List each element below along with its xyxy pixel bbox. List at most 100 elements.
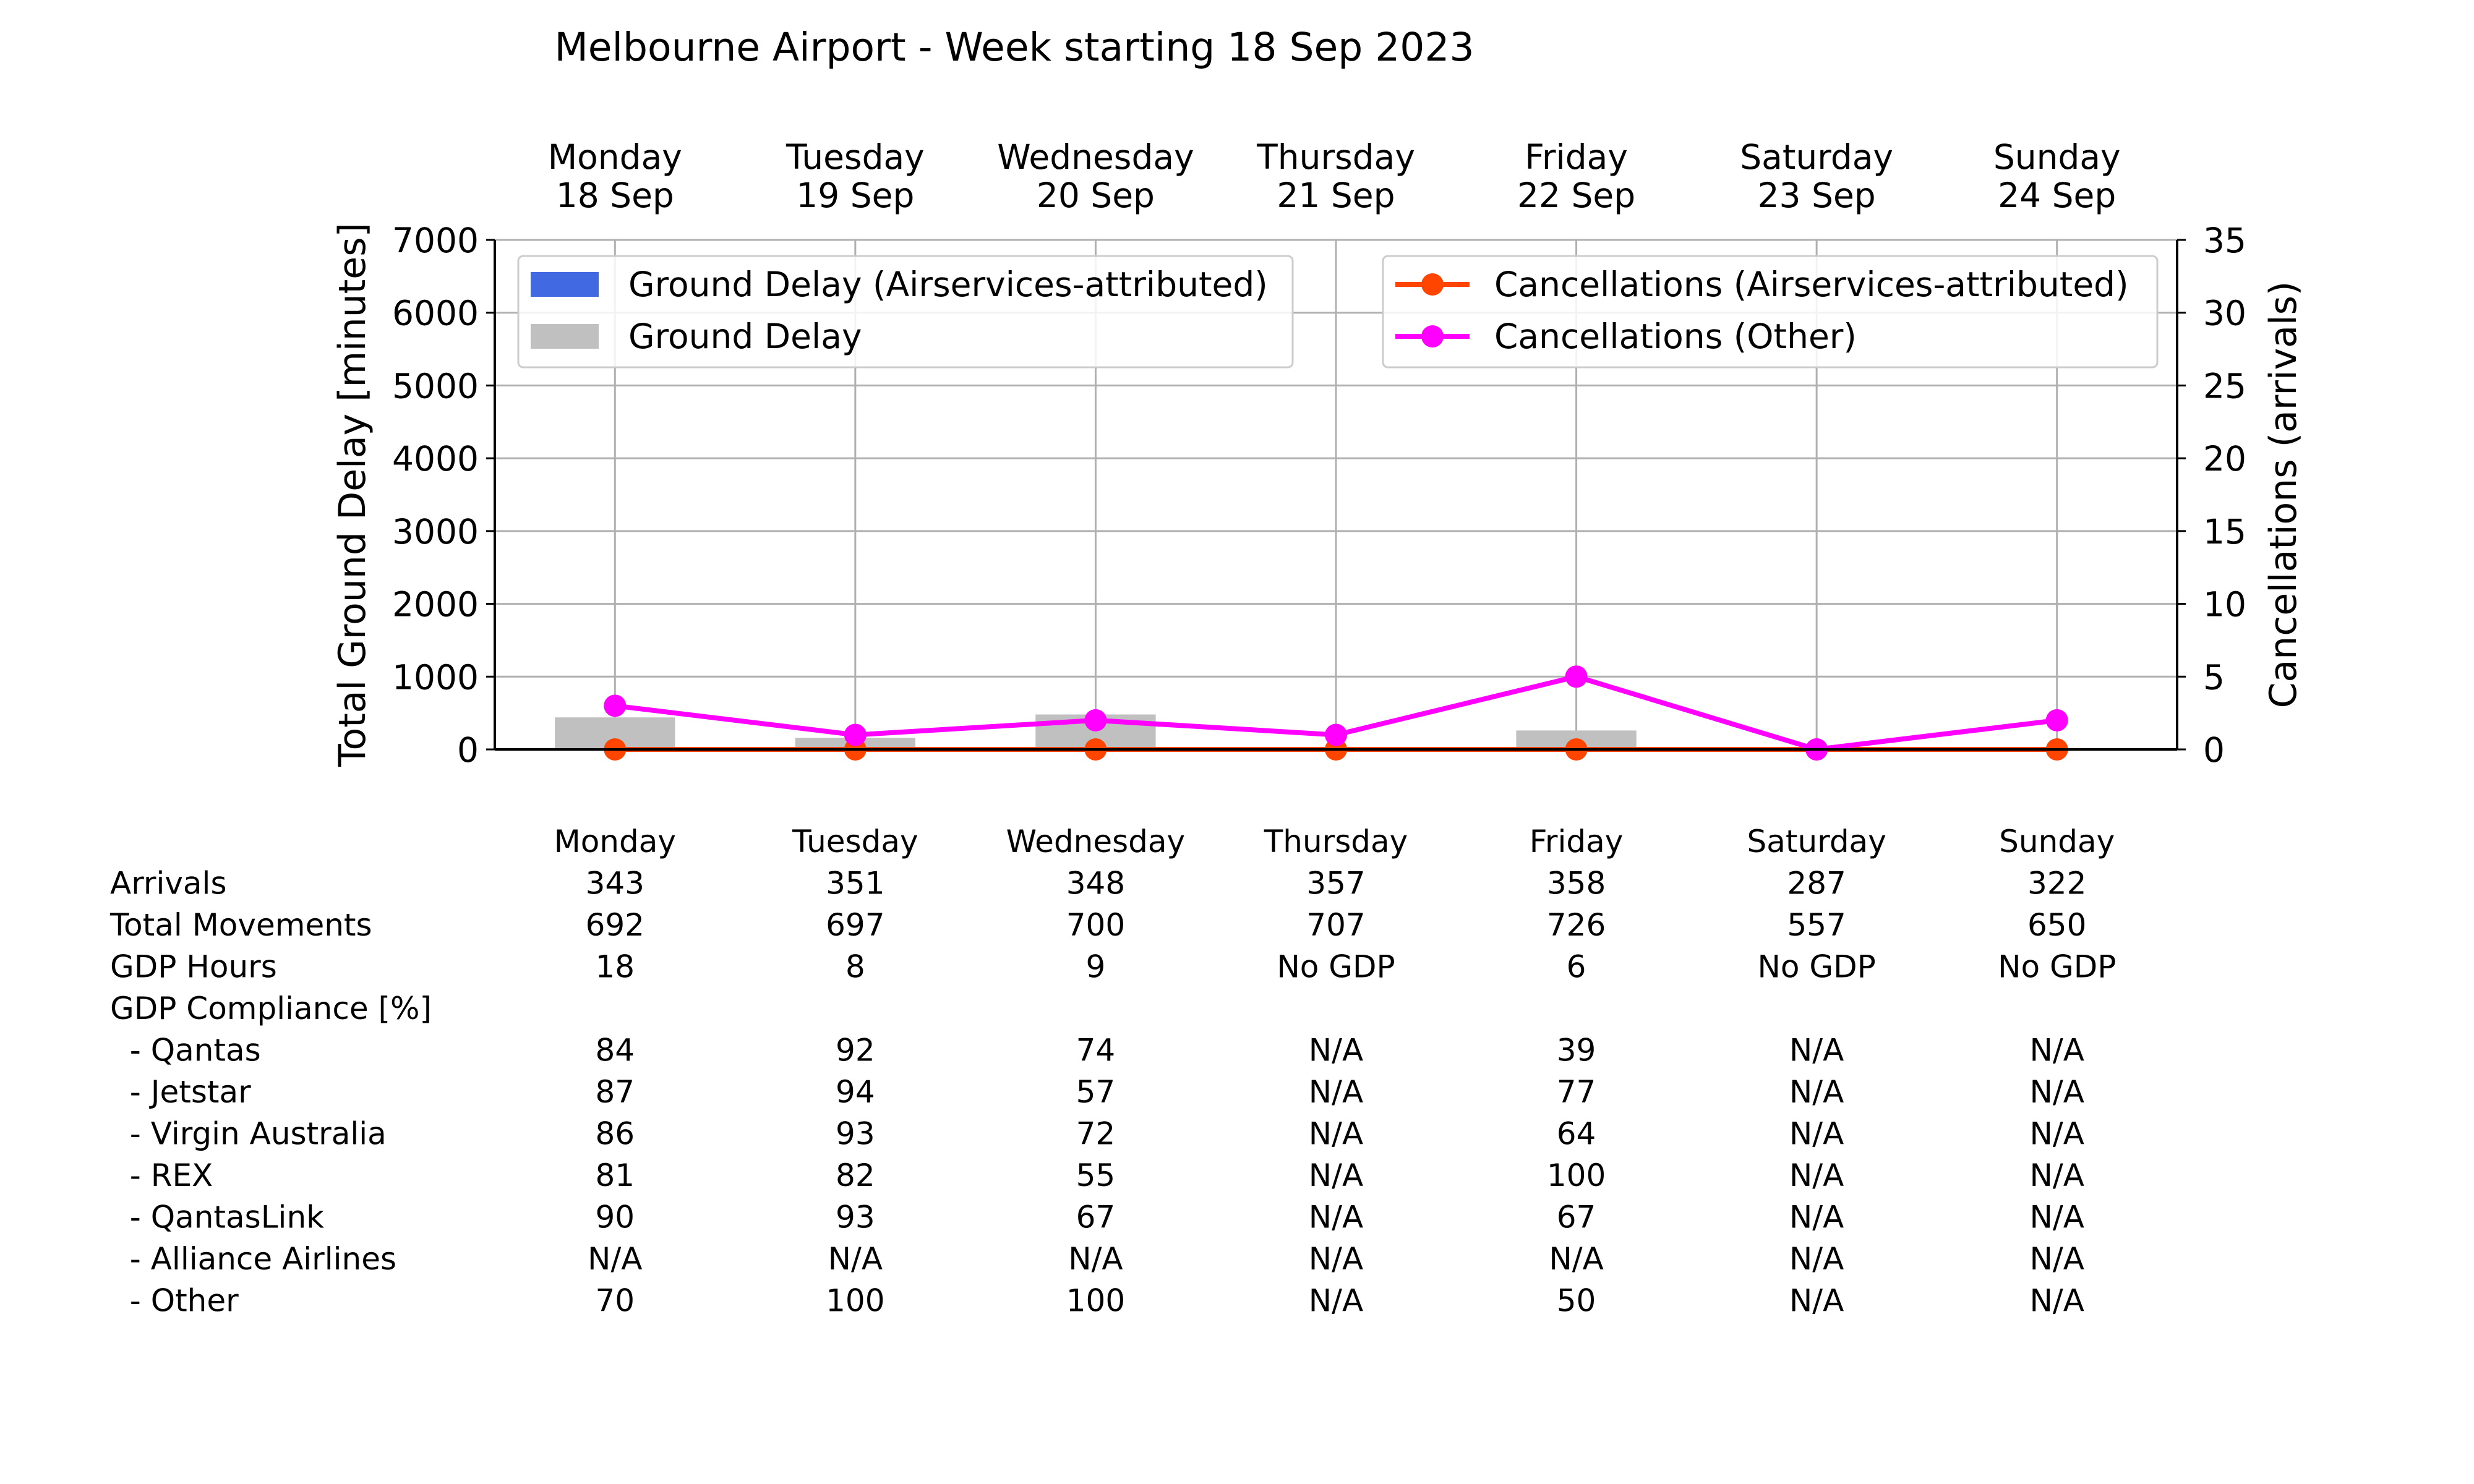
left-tick-label: 6000 xyxy=(392,294,479,333)
legend-lines-box xyxy=(1382,255,2159,369)
day-label-date: 20 Sep xyxy=(1037,176,1155,215)
left-tick-label: 2000 xyxy=(392,585,479,625)
right-tick-label: 0 xyxy=(2203,730,2225,770)
table-cell: 8 xyxy=(845,949,865,985)
table-cell: N/A xyxy=(1789,1116,1844,1152)
table-row-label: GDP Hours xyxy=(110,949,277,985)
table-cell: 287 xyxy=(1787,866,1846,902)
table-cell: 92 xyxy=(836,1033,875,1068)
day-label-date: 19 Sep xyxy=(796,176,914,215)
table-cell: N/A xyxy=(1309,1116,1363,1152)
table-cell: 726 xyxy=(1547,907,1606,943)
table-cell: 358 xyxy=(1547,866,1606,902)
table-cell: No GDP xyxy=(1998,949,2116,985)
table-cell: 707 xyxy=(1306,907,1365,943)
table-row-label: - Alliance Airlines xyxy=(110,1241,396,1277)
series-point xyxy=(1565,665,1588,688)
axes: 0 1000 2000 3000 4000 5000 6000 7000 0 5 10 15 20 25 3… xyxy=(331,137,2305,770)
table-cell: N/A xyxy=(1789,1283,1844,1319)
right-tick-label: 15 xyxy=(2203,512,2246,552)
right-tick-label: 35 xyxy=(2203,221,2246,260)
table-cell: 100 xyxy=(1066,1283,1125,1319)
table-cell: 93 xyxy=(836,1200,875,1235)
table-cell: 343 xyxy=(586,866,644,902)
table-cell: N/A xyxy=(828,1241,883,1277)
table-cell: N/A xyxy=(2029,1158,2084,1193)
legend-label: Cancellations (Other) xyxy=(1494,317,1857,356)
legend-label: Cancellations (Airservices-attributed) xyxy=(1494,265,2129,304)
table-cell: 39 xyxy=(1557,1033,1596,1068)
table-cell: 100 xyxy=(826,1283,884,1319)
right-tick-label: 20 xyxy=(2203,439,2246,479)
table-cell: N/A xyxy=(2029,1116,2084,1152)
table-row-label: - Jetstar xyxy=(110,1074,251,1110)
table-row-label: Total Movements xyxy=(109,907,372,943)
table-row-label: - QantasLink xyxy=(110,1200,324,1235)
table-cell: N/A xyxy=(1309,1158,1363,1193)
legend-bars-box xyxy=(517,255,1294,369)
table-cell: 357 xyxy=(1306,866,1365,902)
table-cell: No GDP xyxy=(1757,949,1875,985)
table-cell: N/A xyxy=(2029,1241,2084,1277)
day-label-date: 24 Sep xyxy=(1998,176,2116,215)
table-cell: N/A xyxy=(1789,1033,1844,1068)
table-cell: N/A xyxy=(1068,1241,1123,1277)
table-cell: N/A xyxy=(1789,1241,1844,1277)
table-cell: N/A xyxy=(1309,1033,1363,1068)
legend-swatch xyxy=(531,272,599,297)
left-tick-label: 0 xyxy=(457,730,479,770)
day-label-date: 22 Sep xyxy=(1517,176,1635,215)
day-label-weekday: Sunday xyxy=(1993,137,2121,177)
table-cell: N/A xyxy=(588,1241,642,1277)
table-row-label: - REX xyxy=(110,1158,213,1193)
table-cell: 81 xyxy=(595,1158,635,1193)
left-axis-label: Total Ground Delay [minutes] xyxy=(331,223,374,767)
table-day-header: Friday xyxy=(1530,824,1624,859)
table-cell: 700 xyxy=(1066,907,1125,943)
day-label-weekday: Tuesday xyxy=(785,137,925,177)
table-cell: 6 xyxy=(1567,949,1586,985)
table-cell: 67 xyxy=(1076,1200,1116,1235)
day-label-date: 23 Sep xyxy=(1758,176,1876,215)
legend-marker xyxy=(1421,273,1444,296)
table-cell: 70 xyxy=(595,1283,635,1319)
table-cell: 93 xyxy=(836,1116,875,1152)
table-cell: 64 xyxy=(1557,1116,1596,1152)
day-label-weekday: Saturday xyxy=(1740,137,1893,177)
table-cell: 67 xyxy=(1557,1200,1596,1235)
table-cell: 94 xyxy=(836,1074,875,1110)
left-tick-label: 4000 xyxy=(392,439,479,479)
series-point xyxy=(844,723,867,746)
table-cell: 9 xyxy=(1086,949,1106,985)
table-cell: N/A xyxy=(1549,1241,1603,1277)
table-cell: 100 xyxy=(1547,1158,1606,1193)
legend-label: Ground Delay xyxy=(628,317,862,356)
table-cell: N/A xyxy=(1789,1158,1844,1193)
right-tick-label: 25 xyxy=(2203,366,2246,406)
table-cell: 57 xyxy=(1076,1074,1116,1110)
table-cell: 18 xyxy=(595,949,635,985)
table-cell: 650 xyxy=(2027,907,2086,943)
day-label-date: 18 Sep xyxy=(556,176,674,215)
table-cell: N/A xyxy=(2029,1074,2084,1110)
table-cell: N/A xyxy=(1789,1074,1844,1110)
right-tick-label: 30 xyxy=(2203,294,2246,333)
left-tick-label: 5000 xyxy=(392,366,479,406)
day-label-weekday: Monday xyxy=(548,137,682,177)
series-point xyxy=(1084,709,1107,731)
day-label-weekday: Thursday xyxy=(1256,137,1415,177)
table-day-header: Tuesday xyxy=(792,824,918,859)
table-cell: N/A xyxy=(2029,1200,2084,1235)
left-tick-label: 1000 xyxy=(392,657,479,697)
table-day-header: Thursday xyxy=(1264,824,1408,859)
right-axis-label: Cancellations (arrivals) xyxy=(2262,281,2305,709)
table-cell: 74 xyxy=(1076,1033,1116,1068)
legends: Ground Delay (Airservices-attributed) Gro… xyxy=(517,255,2159,369)
left-tick-label: 7000 xyxy=(392,221,479,260)
right-tick-label: 5 xyxy=(2203,657,2225,697)
table-cell: N/A xyxy=(1309,1283,1363,1319)
table-cell: 351 xyxy=(826,866,884,902)
table-cell: 77 xyxy=(1557,1074,1596,1110)
table-row-label: - Other xyxy=(110,1283,239,1319)
